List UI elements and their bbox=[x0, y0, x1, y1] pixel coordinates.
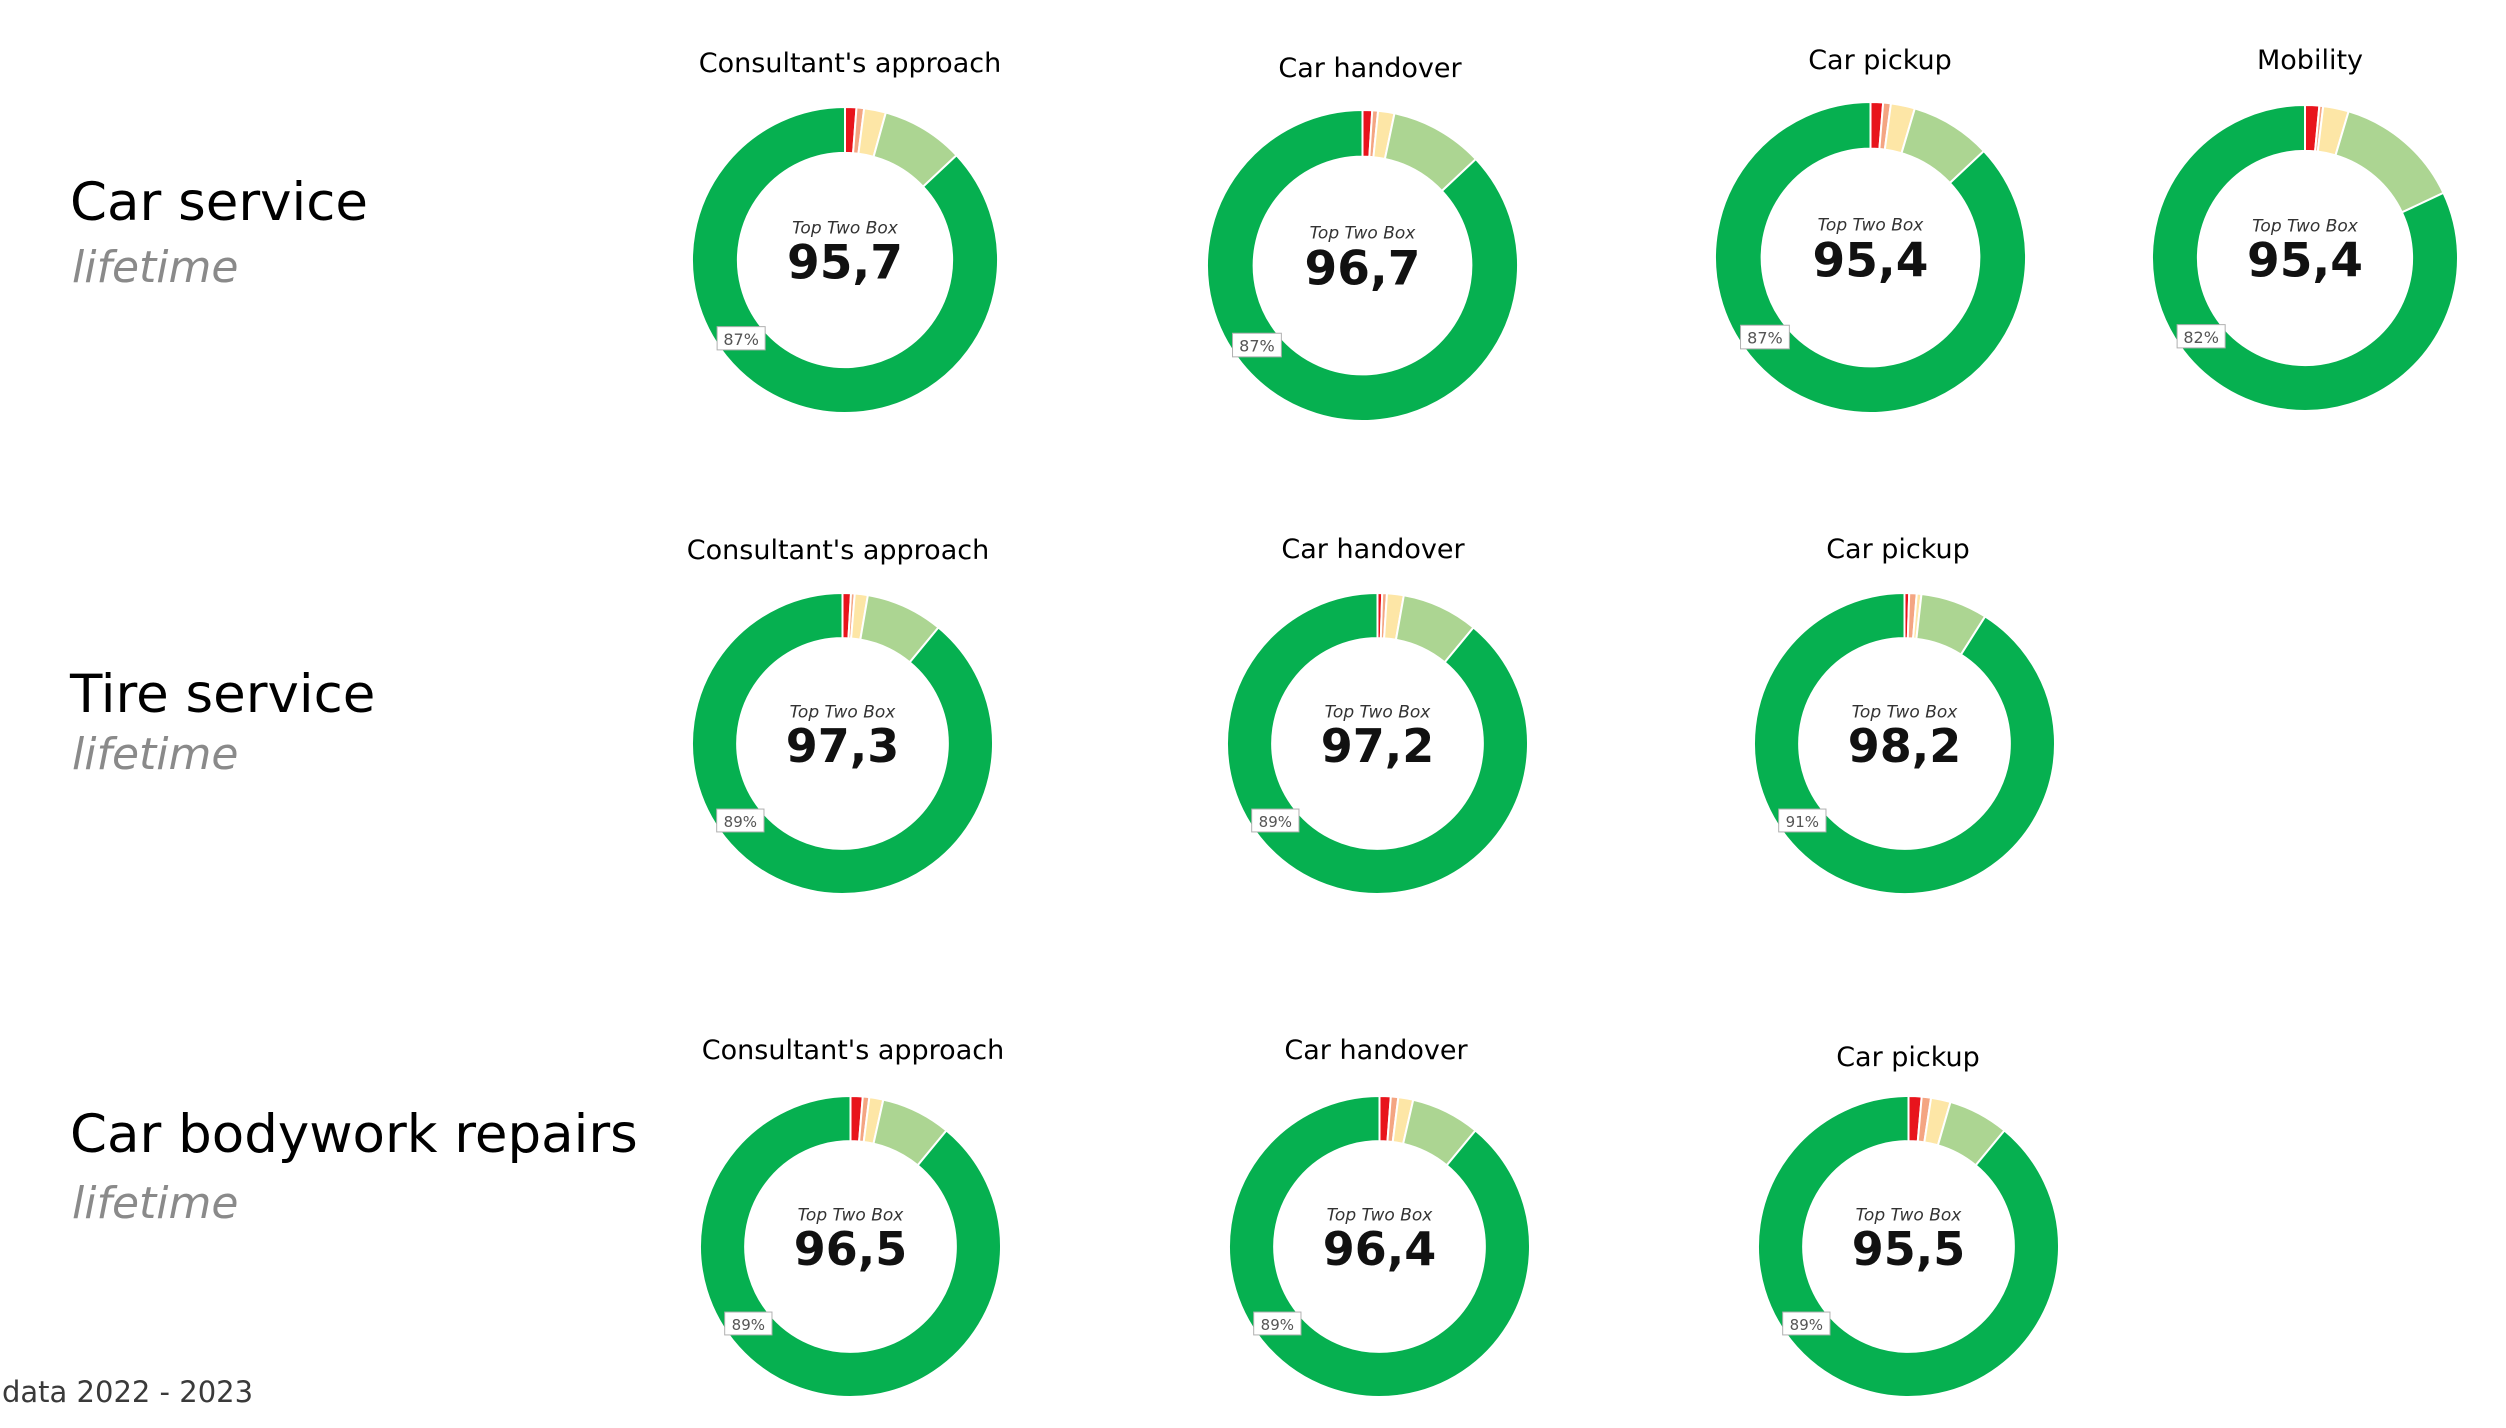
donut-percent-tag bbox=[2176, 324, 2226, 349]
section-title-bodywork: Car bodywork repairs bbox=[70, 1104, 638, 1165]
donut-center-label: Top Two Box bbox=[798, 1206, 905, 1226]
chart-title-car-service-handover: Car handover bbox=[1278, 53, 1462, 84]
donut-center-label: Top Two Box bbox=[790, 703, 897, 723]
donut-center-value: 97,2 bbox=[1321, 719, 1435, 773]
donut-center-label: Top Two Box bbox=[1327, 1206, 1434, 1226]
donut-center-label: Top Two Box bbox=[1325, 703, 1432, 723]
donut-center-value: 96,7 bbox=[1305, 241, 1421, 296]
donut-percent-tag bbox=[1253, 1311, 1302, 1336]
section-subtitle-bodywork: lifetime bbox=[72, 1178, 239, 1229]
donut-percent-label: 82% bbox=[2183, 328, 2219, 347]
donut-center-label: Top Two Box bbox=[1310, 224, 1417, 244]
donut-center-value: 95,4 bbox=[2247, 234, 2363, 289]
donut-percent-tag bbox=[716, 808, 765, 833]
donut-percent-label: 89% bbox=[1259, 813, 1292, 831]
donut-percent-label: 89% bbox=[1261, 1316, 1294, 1334]
chart-title-tire-pickup: Car pickup bbox=[1826, 534, 1970, 565]
donut-percent-tag bbox=[1778, 808, 1827, 833]
donut-center-value: 97,3 bbox=[786, 719, 900, 773]
section-subtitle-tire-service: lifetime bbox=[72, 729, 239, 780]
section-subtitle-car-service: lifetime bbox=[72, 242, 239, 293]
donut-percent-tag bbox=[1740, 324, 1790, 350]
donut-percent-label: 89% bbox=[724, 813, 757, 831]
donut-percent-tag bbox=[724, 1311, 773, 1336]
donut-center-value: 95,5 bbox=[1852, 1222, 1966, 1276]
donut-segment-very-satisfied bbox=[1226, 591, 1529, 895]
chart-title-car-service-pickup: Car pickup bbox=[1808, 45, 1952, 76]
donut-segment-very-satisfied bbox=[691, 591, 994, 895]
chart-title-tire-consultant: Consultant's approach bbox=[686, 535, 990, 566]
donut-percent-label: 89% bbox=[1790, 1316, 1823, 1334]
donut-segment-very-satisfied bbox=[2151, 103, 2459, 412]
donut-percent-tag bbox=[1251, 808, 1300, 833]
donut-percent-tag bbox=[1782, 1311, 1831, 1336]
donut-center-label: Top Two Box bbox=[1852, 703, 1959, 723]
donut-segment-very-satisfied bbox=[1714, 100, 2027, 414]
donut-percent-tag bbox=[1232, 332, 1282, 358]
donut-center-label: Top Two Box bbox=[1818, 216, 1925, 236]
donut-percent-label: 87% bbox=[723, 330, 759, 349]
donut-percent-label: 87% bbox=[1239, 337, 1275, 356]
chart-title-bodywork-pickup: Car pickup bbox=[1836, 1042, 1980, 1073]
donut-center-value: 95,4 bbox=[1813, 233, 1929, 288]
donut-segment-satisfied bbox=[2334, 110, 2445, 214]
donut-segment-very-satisfied bbox=[1753, 591, 2056, 895]
donut-percent-label: 91% bbox=[1786, 813, 1819, 831]
chart-title-bodywork-handover: Car handover bbox=[1284, 1035, 1468, 1066]
donut-segment-very-satisfied bbox=[1228, 1094, 1531, 1398]
donut-segment-very-satisfied bbox=[1206, 108, 1519, 422]
donut-percent-label: 89% bbox=[732, 1316, 765, 1334]
donut-percent-label: 87% bbox=[1747, 329, 1783, 348]
donut-segment-very-satisfied bbox=[1757, 1094, 2060, 1398]
chart-title-tire-handover: Car handover bbox=[1281, 534, 1465, 565]
donut-center-value: 96,4 bbox=[1323, 1222, 1437, 1276]
donut-center-value: 98,2 bbox=[1848, 719, 1962, 773]
donut-center-label: Top Two Box bbox=[1856, 1206, 1963, 1226]
data-period-note: data 2022 - 2023 bbox=[2, 1375, 254, 1409]
donut-segment-very-satisfied bbox=[691, 105, 999, 414]
donut-center-value: 96,5 bbox=[794, 1222, 908, 1276]
section-title-car-service: Car service bbox=[70, 172, 368, 233]
donut-center-value: 95,7 bbox=[787, 236, 903, 291]
donut-percent-tag bbox=[716, 326, 766, 351]
section-title-tire-service: Tire service bbox=[70, 664, 376, 725]
chart-title-car-service-mobility: Mobility bbox=[2256, 45, 2364, 76]
donut-center-label: Top Two Box bbox=[2252, 217, 2359, 237]
chart-title-bodywork-consultant: Consultant's approach bbox=[701, 1035, 1005, 1066]
donut-segment-very-satisfied bbox=[699, 1094, 1002, 1398]
chart-title-car-service-consultant: Consultant's approach bbox=[698, 48, 1002, 79]
donut-center-label: Top Two Box bbox=[792, 219, 899, 239]
